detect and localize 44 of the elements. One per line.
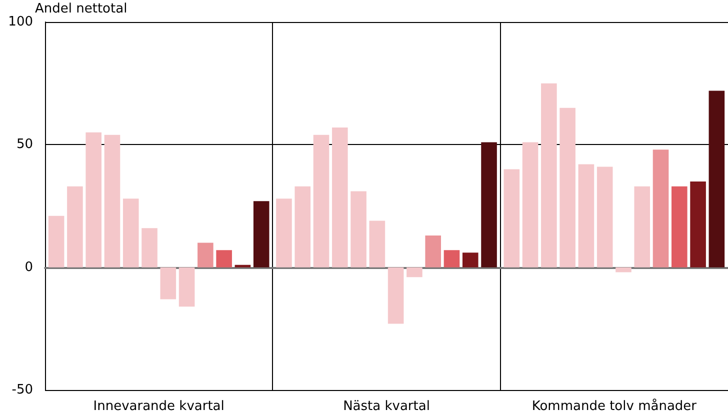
- bar: [67, 186, 83, 268]
- bar: [462, 252, 478, 268]
- bar: [541, 83, 557, 268]
- bar: [672, 186, 688, 268]
- bar: [690, 181, 706, 268]
- bar: [406, 267, 422, 278]
- bar: [216, 250, 232, 268]
- bar: [122, 198, 139, 268]
- bar: [313, 134, 330, 268]
- bar: [332, 127, 348, 268]
- bar: [86, 132, 102, 268]
- x-tick-label: Innevarande kvartal: [93, 399, 224, 414]
- bar: [142, 228, 158, 268]
- bar: [178, 267, 195, 307]
- bar: [294, 186, 311, 268]
- bar: [560, 108, 576, 268]
- bar: [616, 267, 632, 272]
- bar: [160, 267, 176, 300]
- bar: [369, 220, 386, 268]
- bar: [234, 264, 251, 268]
- bar: [634, 186, 650, 268]
- bar: [48, 216, 64, 268]
- bar: [444, 250, 460, 268]
- bar: [425, 235, 441, 268]
- y-tick-label: -50: [12, 382, 33, 398]
- y-axis-title: Andel nettotal: [35, 2, 128, 17]
- bar: [198, 242, 214, 268]
- x-tick-label: Nästa kvartal: [343, 399, 430, 414]
- bar: [504, 169, 520, 268]
- bar: [253, 201, 270, 268]
- bar: [596, 166, 613, 268]
- bar: [708, 90, 725, 268]
- bar: [276, 198, 292, 268]
- y-tick-label: 100: [8, 14, 33, 30]
- bar: [104, 134, 120, 268]
- x-tick-label: Kommande tolv månader: [532, 398, 698, 414]
- bar: [350, 191, 366, 268]
- bar: [522, 142, 538, 268]
- y-tick-label: 0: [24, 260, 33, 275]
- y-tick-label: 50: [16, 137, 33, 152]
- bar: [388, 267, 404, 324]
- bar: [578, 164, 594, 268]
- bar: [481, 142, 497, 268]
- bar: [652, 150, 669, 268]
